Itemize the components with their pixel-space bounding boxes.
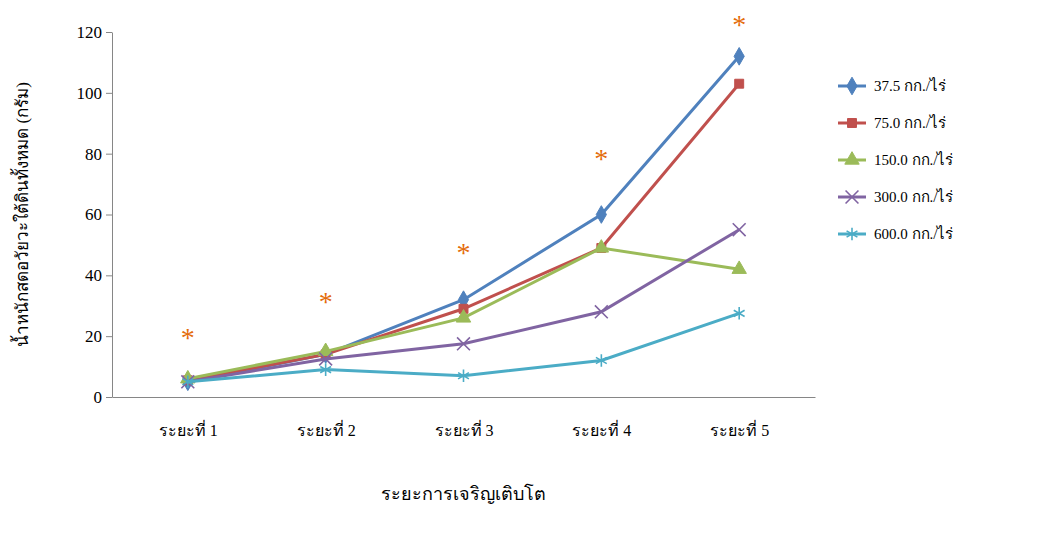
series-marker	[734, 307, 745, 320]
y-tick: 80	[85, 145, 112, 164]
y-tick-mark	[106, 93, 112, 94]
legend-marker	[845, 152, 859, 164]
series-marker	[182, 376, 193, 389]
legend-item: 600.0 กก./ไร่	[838, 225, 953, 242]
legend-label: 75.0 กก./ไร่	[874, 114, 946, 131]
legend-marker	[846, 191, 859, 204]
x-tick: ระยะที่ 4	[572, 397, 631, 439]
x-tick-label: ระยะที่ 1	[159, 419, 218, 439]
annotation: *	[181, 322, 195, 353]
series-line	[188, 56, 739, 381]
legend-label: 600.0 กก./ไร่	[874, 225, 953, 242]
legend-label: 150.0 กก./ไร่	[874, 151, 953, 168]
series-marker	[594, 240, 608, 252]
legend-item: 150.0 กก./ไร่	[838, 151, 953, 168]
y-tick: 120	[77, 23, 113, 42]
annotation: *	[319, 286, 333, 317]
series-marker	[596, 206, 606, 224]
y-axis-title: น้ำหนักสดอวัยวะใต้ดินทั้งหมด (กรัม)	[10, 82, 32, 347]
x-tick: ระยะที่ 5	[710, 397, 769, 439]
y-tick-mark	[106, 397, 112, 398]
x-tick: ระยะที่ 1	[159, 397, 218, 439]
y-tick: 60	[85, 205, 112, 224]
legend-marker	[847, 228, 858, 241]
legend-label: 300.0 กก./ไร่	[874, 188, 953, 205]
y-axis: 0 20 40 60 80 100 120	[77, 23, 113, 407]
x-tick-label: ระยะที่ 2	[297, 419, 356, 439]
legend-item: 300.0 กก./ไร่	[838, 188, 953, 205]
legend-marker	[848, 119, 857, 128]
y-tick-label: 80	[85, 145, 102, 164]
x-axis-line	[113, 397, 816, 398]
series-marker	[734, 48, 744, 66]
x-tick: ระยะที่ 3	[435, 397, 494, 439]
annotation: *	[594, 143, 608, 174]
y-tick-mark	[106, 215, 112, 216]
series-marker	[320, 363, 331, 376]
y-tick: 20	[85, 327, 112, 346]
x-axis: ระยะที่ 1 ระยะที่ 2 ระยะที่ 3 ระยะที่ 4 ระยะ…	[113, 397, 816, 439]
series-marker	[457, 337, 470, 350]
annotation: *	[457, 237, 471, 268]
y-tick-label: 100	[77, 84, 103, 103]
y-tick-mark	[106, 336, 112, 337]
y-tick-label: 60	[85, 205, 102, 224]
annotations: * * * * *	[181, 9, 746, 353]
x-axis-title: ระยะการเจริญเติบโต	[381, 483, 546, 504]
series-line	[188, 230, 739, 382]
y-tick: 100	[77, 84, 113, 103]
series-marker	[456, 310, 470, 322]
legend-item: 75.0 กก./ไร่	[838, 114, 946, 131]
y-tick: 0	[94, 388, 113, 407]
chart: 020406080100120ระยะที่ 1ระยะที่ 2ระยะที่…	[0, 0, 1044, 546]
series-marker	[596, 354, 607, 367]
series-marker	[732, 261, 746, 273]
x-tick-label: ระยะที่ 4	[572, 419, 631, 439]
y-tick-label: 20	[85, 327, 102, 346]
y-tick-label: 0	[94, 388, 103, 407]
series-marker	[595, 305, 608, 318]
y-tick: 40	[85, 266, 112, 285]
legend: 37.5 กก./ไร่ 75.0 กก./ไร่ 150.0 กก./ไร่ 300…	[838, 77, 953, 242]
series-marker	[733, 223, 746, 236]
x-tick-label: ระยะที่ 3	[435, 419, 494, 439]
x-tick-label: ระยะที่ 5	[710, 419, 769, 439]
legend-item: 37.5 กก./ไร่	[838, 77, 946, 95]
x-tick: ระยะที่ 2	[297, 397, 356, 439]
y-tick-label: 120	[77, 23, 103, 42]
legend-label: 37.5 กก./ไร่	[874, 77, 946, 94]
plot-area	[181, 48, 747, 391]
y-tick-label: 40	[85, 266, 102, 285]
series-marker	[458, 369, 469, 382]
y-tick-mark	[106, 32, 112, 33]
legend-marker	[847, 77, 857, 95]
annotation: *	[732, 9, 746, 40]
series-line	[188, 84, 739, 381]
series-line	[188, 313, 739, 381]
y-tick-mark	[106, 275, 112, 276]
y-tick-mark	[106, 154, 112, 155]
y-axis-line	[112, 33, 113, 398]
series-marker	[735, 79, 744, 88]
